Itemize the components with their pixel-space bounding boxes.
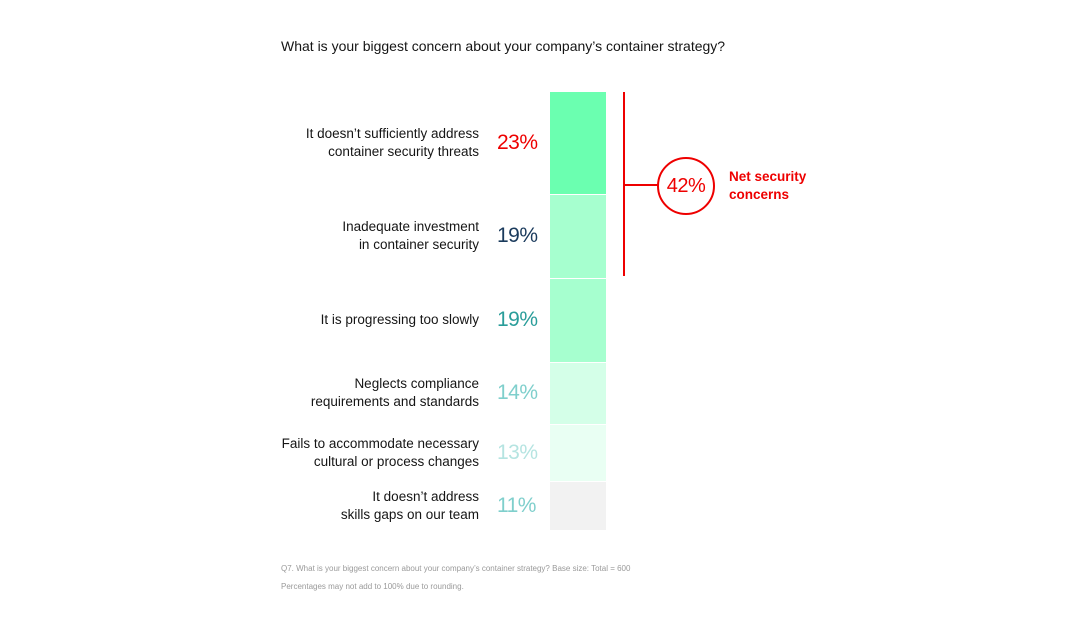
value-label: 23% bbox=[497, 130, 538, 154]
category-label-line: container security threats bbox=[328, 143, 479, 159]
net-security-value: 42% bbox=[666, 174, 706, 197]
net-security-label-line: Net security bbox=[729, 169, 807, 184]
category-label-line: Neglects compliance bbox=[354, 375, 479, 391]
value-label: 13% bbox=[497, 440, 538, 464]
category-label-line: It is progressing too slowly bbox=[320, 311, 479, 327]
value-label: 14% bbox=[497, 380, 538, 404]
footnote-rounding: Percentages may not add to 100% due to r… bbox=[281, 582, 464, 591]
category-label-line: It doesn’t sufficiently address bbox=[305, 125, 479, 141]
category-label-line: It doesn’t address bbox=[372, 488, 479, 504]
bar-segment bbox=[550, 362, 606, 424]
category-label: Neglects compliance requirements and stan… bbox=[239, 375, 479, 411]
category-label-line: skills gaps on our team bbox=[340, 506, 479, 522]
bar-segment bbox=[550, 194, 606, 278]
bar-segment bbox=[550, 482, 606, 530]
chart-title: What is your biggest concern about your … bbox=[281, 38, 726, 54]
value-label: 19% bbox=[497, 307, 538, 331]
category-label: It doesn’t address skills gaps on our tea… bbox=[239, 488, 479, 524]
bar-segment bbox=[550, 424, 606, 482]
net-security-label-line: concerns bbox=[729, 187, 790, 202]
bar-segment bbox=[550, 92, 606, 194]
net-security-circle: 42% bbox=[657, 157, 715, 215]
category-label-line: in container security bbox=[358, 236, 479, 252]
category-label-line: Inadequate investment bbox=[342, 218, 479, 234]
category-label: It doesn’t sufficiently address container… bbox=[239, 125, 479, 161]
bar-segment bbox=[550, 278, 606, 362]
category-label-line: Fails to accommodate necessary bbox=[281, 435, 479, 451]
footnote-question: Q7. What is your biggest concern about y… bbox=[281, 564, 631, 573]
category-label-line: cultural or process changes bbox=[313, 453, 479, 469]
net-bracket-horizontal bbox=[623, 184, 658, 186]
category-label: Fails to accommodate necessary cultural o… bbox=[239, 435, 479, 471]
category-label-line: requirements and standards bbox=[310, 393, 479, 409]
net-security-label: Net security concerns bbox=[729, 168, 806, 204]
category-label: It is progressing too slowly bbox=[239, 311, 479, 329]
category-label: Inadequate investment in container securi… bbox=[239, 218, 479, 254]
value-label: 11% bbox=[497, 493, 536, 517]
value-label: 19% bbox=[497, 223, 538, 247]
